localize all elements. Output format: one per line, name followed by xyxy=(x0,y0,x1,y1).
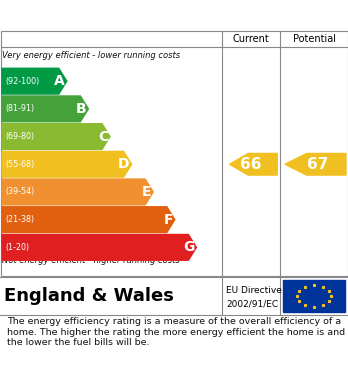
Text: England & Wales: England & Wales xyxy=(4,287,174,305)
Text: (1-20): (1-20) xyxy=(5,243,29,252)
Text: Potential: Potential xyxy=(293,34,335,44)
FancyArrow shape xyxy=(2,151,132,177)
Text: 66: 66 xyxy=(240,157,262,172)
Text: (21-38): (21-38) xyxy=(5,215,34,224)
Text: The energy efficiency rating is a measure of the overall efficiency of a home. T: The energy efficiency rating is a measur… xyxy=(7,317,345,347)
FancyArrow shape xyxy=(2,124,110,149)
Text: Not energy efficient - higher running costs: Not energy efficient - higher running co… xyxy=(2,256,180,265)
Text: (39-54): (39-54) xyxy=(5,187,34,196)
FancyArrow shape xyxy=(230,153,277,175)
FancyArrow shape xyxy=(285,153,346,175)
Text: (55-68): (55-68) xyxy=(5,160,34,169)
FancyArrow shape xyxy=(2,179,153,205)
Text: B: B xyxy=(76,102,86,116)
Text: (69-80): (69-80) xyxy=(5,132,34,141)
FancyArrow shape xyxy=(2,235,196,260)
Text: (81-91): (81-91) xyxy=(5,104,34,113)
FancyArrow shape xyxy=(2,96,88,122)
Text: Very energy efficient - lower running costs: Very energy efficient - lower running co… xyxy=(2,51,180,60)
Text: Current: Current xyxy=(233,34,269,44)
Text: E: E xyxy=(142,185,151,199)
Text: G: G xyxy=(183,240,195,255)
Text: A: A xyxy=(54,74,65,88)
Text: Energy Efficiency Rating: Energy Efficiency Rating xyxy=(10,7,220,23)
Text: 2002/91/EC: 2002/91/EC xyxy=(226,299,278,308)
Text: F: F xyxy=(163,213,173,227)
Text: C: C xyxy=(98,129,108,143)
FancyArrow shape xyxy=(2,68,67,94)
Text: 67: 67 xyxy=(307,157,329,172)
Bar xyxy=(283,280,345,312)
FancyArrow shape xyxy=(2,207,175,233)
Text: EU Directive: EU Directive xyxy=(226,286,282,295)
Text: (92-100): (92-100) xyxy=(5,77,39,86)
Text: D: D xyxy=(118,157,129,171)
